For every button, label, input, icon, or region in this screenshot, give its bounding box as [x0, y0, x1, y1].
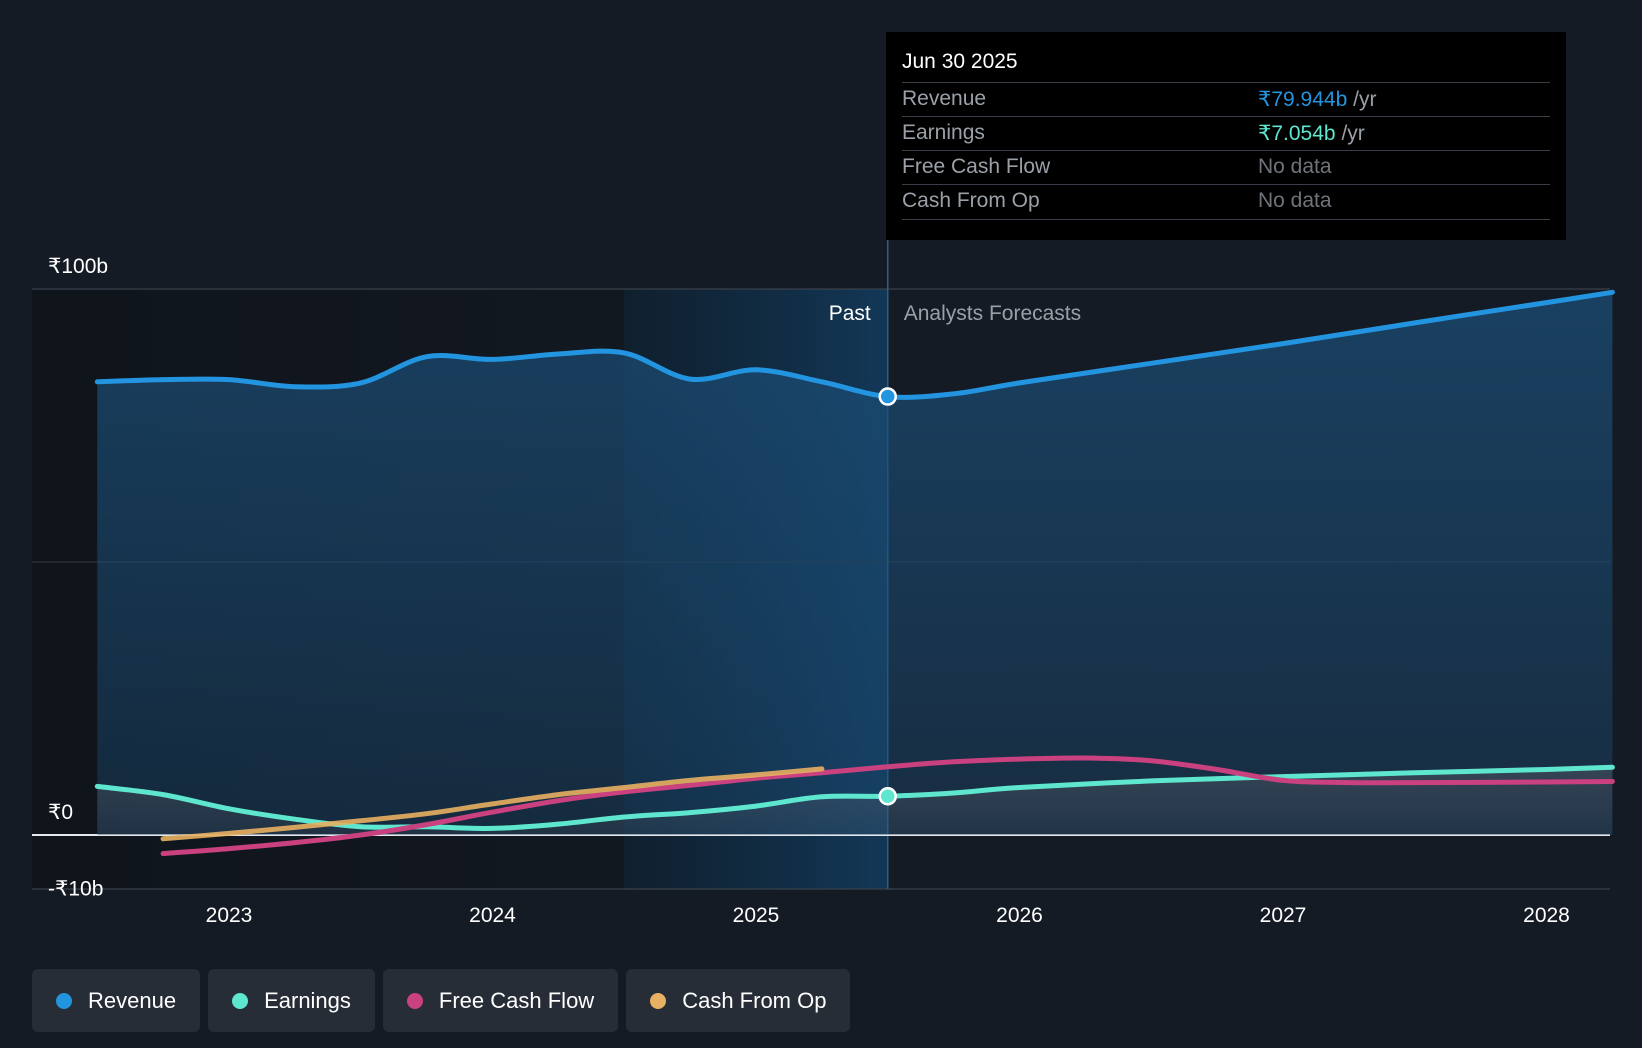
legend: Revenue Earnings Free Cash Flow Cash Fro…: [32, 969, 851, 1032]
tooltip: Jun 30 2025 Revenue ₹79.944b /yr Earning…: [886, 32, 1566, 240]
tooltip-value: No data: [1258, 189, 1332, 212]
tooltip-label: Cash From Op: [902, 189, 1040, 212]
x-tick-label: 2028: [1523, 904, 1570, 927]
earnings-dot-icon: [232, 992, 249, 1009]
y-tick-label: ₹100b: [48, 255, 108, 278]
past-label: Past: [829, 302, 871, 325]
series-line-revenue: [94, 289, 1615, 400]
x-tick-label: 2024: [469, 904, 516, 927]
legend-label: Cash From Op: [682, 987, 827, 1013]
revenue-dot-icon: [56, 992, 72, 1009]
earnings-area: [97, 767, 1613, 835]
tooltip-value: No data: [1258, 155, 1332, 178]
x-tick-label: 2025: [733, 904, 780, 927]
tooltip-date: Jun 30 2025: [902, 50, 1018, 73]
x-tick-label: 2026: [996, 904, 1043, 927]
series-line-cfo: [160, 766, 825, 842]
tooltip-row-revenue: Revenue ₹79.944b /yr: [902, 82, 1550, 117]
legend-label: Revenue: [88, 987, 177, 1013]
marker-earnings: [878, 786, 897, 806]
tooltip-label: Earnings: [902, 121, 985, 144]
tooltip-value: ₹7.054b /yr: [1258, 122, 1365, 145]
legend-item-cash-from-op[interactable]: Cash From Op: [626, 969, 851, 1032]
tooltip-row-fcf: Free Cash Flow No data: [902, 150, 1550, 185]
tooltip-label: Free Cash Flow: [902, 155, 1051, 178]
y-tick-label: -₹10b: [48, 878, 103, 901]
tooltip-label: Revenue: [902, 87, 987, 110]
legend-label: Earnings: [264, 987, 351, 1013]
tooltip-row-cfo: Cash From Op No data: [902, 184, 1550, 220]
x-tick-label: 2023: [206, 904, 253, 927]
x-tick-label: 2027: [1260, 904, 1307, 927]
tooltip-value: ₹79.944b /yr: [1258, 88, 1377, 111]
y-tick-label: ₹0: [48, 801, 73, 824]
cfo-dot-icon: [650, 992, 667, 1009]
fcf-dot-icon: [406, 992, 423, 1009]
series-line-fcf: [160, 755, 1615, 857]
tooltip-row-earnings: Earnings ₹7.054b /yr: [902, 116, 1550, 151]
legend-item-revenue[interactable]: Revenue: [32, 969, 201, 1032]
legend-item-free-cash-flow[interactable]: Free Cash Flow: [382, 969, 619, 1032]
revenue-area: [97, 292, 1613, 835]
marker-revenue: [878, 387, 897, 406]
forecast-label: Analysts Forecasts: [904, 302, 1081, 325]
series-line-earnings: [94, 764, 1615, 831]
legend-label: Free Cash Flow: [438, 987, 595, 1013]
legend-item-earnings[interactable]: Earnings: [208, 969, 375, 1032]
